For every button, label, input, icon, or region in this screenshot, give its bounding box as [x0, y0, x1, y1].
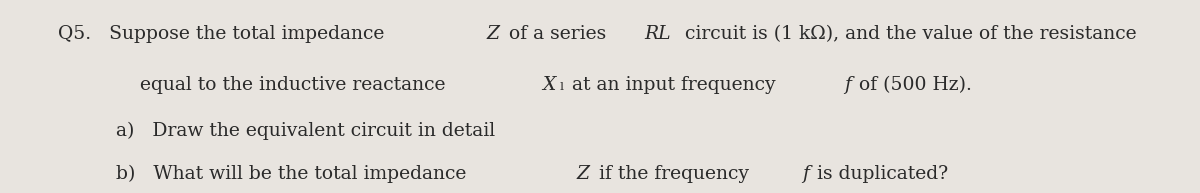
Text: circuit is (1 kΩ), and the value of the resistance: circuit is (1 kΩ), and the value of the … — [678, 25, 1142, 43]
Text: at an input frequency: at an input frequency — [565, 76, 781, 94]
Text: of (500 Hz).: of (500 Hz). — [853, 76, 972, 94]
Text: f: f — [844, 76, 851, 94]
Text: Z: Z — [486, 25, 499, 43]
Text: of a series: of a series — [503, 25, 612, 43]
Text: a)   Draw the equivalent circuit in detail: a) Draw the equivalent circuit in detail — [116, 122, 496, 140]
Text: RL: RL — [644, 25, 671, 43]
Text: equal to the inductive reactance: equal to the inductive reactance — [140, 76, 452, 94]
Text: Q5.   Suppose the total impedance: Q5. Suppose the total impedance — [58, 25, 390, 43]
Text: b)   What will be the total impedance: b) What will be the total impedance — [116, 164, 473, 183]
Text: Z: Z — [576, 164, 589, 183]
Text: f: f — [802, 164, 809, 183]
Text: if the frequency: if the frequency — [593, 164, 755, 183]
Text: ₗ: ₗ — [559, 76, 564, 94]
Text: X: X — [542, 76, 556, 94]
Text: is duplicated?: is duplicated? — [811, 164, 948, 183]
